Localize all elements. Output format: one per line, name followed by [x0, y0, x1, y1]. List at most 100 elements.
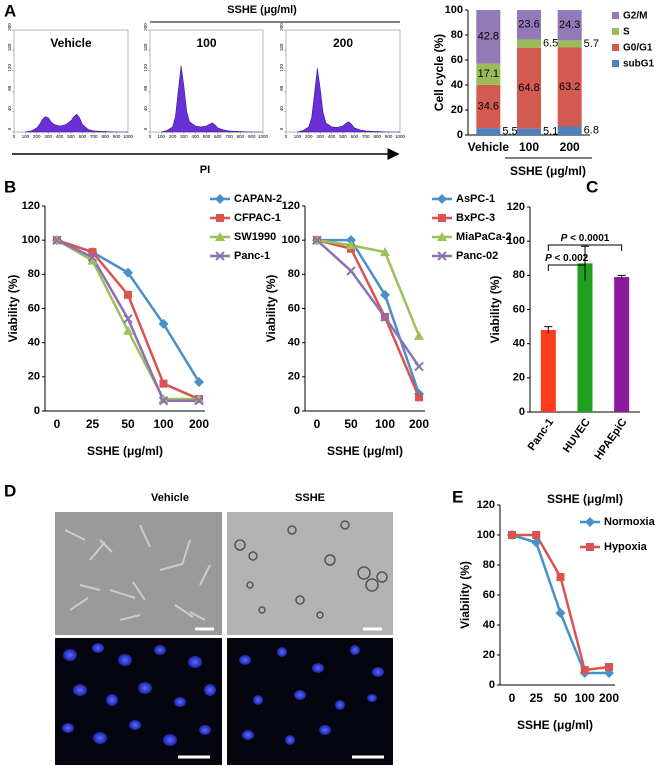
y-tick-label: 20	[513, 372, 525, 384]
marker	[346, 240, 356, 250]
annotation-p: P	[545, 253, 552, 264]
marker	[415, 393, 423, 402]
x-tick-label: 500	[67, 134, 75, 139]
chart-title: 200	[333, 36, 353, 50]
series-line	[56, 239, 199, 402]
y-tick-label: 0	[489, 679, 495, 691]
legend-label: SW1990	[234, 231, 276, 243]
bar-segment	[476, 128, 501, 135]
annotation-rest: < 0.0001	[567, 233, 609, 244]
annotation: P < 0.0001	[561, 233, 610, 244]
x-tick-label: 500	[339, 134, 347, 139]
nuclei	[239, 645, 384, 745]
x-tick-label: 300	[316, 134, 324, 139]
legend-label: Panc-02	[456, 250, 498, 262]
x-tick-label: 600	[214, 134, 222, 139]
y-tick-label: 40	[288, 337, 300, 349]
marker	[124, 290, 132, 299]
y-tick-label: 120	[22, 200, 40, 212]
bar	[614, 277, 630, 412]
x-tick-label: 800	[237, 134, 245, 139]
y-tick-label: 80	[451, 29, 463, 41]
marker	[346, 266, 356, 276]
marker	[194, 376, 204, 387]
legend-label: MiaPaCa-2	[456, 231, 512, 243]
bar-segment	[557, 10, 582, 41]
marker	[159, 379, 168, 388]
legend-label: BxPC-3	[456, 212, 495, 224]
error-bar	[544, 326, 553, 334]
series-line	[316, 238, 421, 398]
marker	[531, 537, 542, 548]
error-bar	[581, 245, 589, 281]
bar-segment	[557, 40, 582, 48]
y-tick-label: 80	[513, 269, 525, 281]
legend-label: G2/M	[623, 11, 647, 22]
marker	[414, 361, 424, 372]
legend-marker	[437, 194, 447, 204]
y-tick-label: 80	[143, 85, 148, 91]
bar-segment	[476, 63, 501, 85]
legend-marker	[215, 251, 225, 261]
x-axis-label: SSHE (μg/ml)	[517, 718, 593, 732]
series-line	[316, 239, 421, 368]
marker	[346, 235, 356, 246]
legend-swatch	[612, 44, 619, 51]
bar-segment	[517, 47, 541, 129]
x-tick-label: 200	[33, 134, 41, 139]
x-tick-label: 900	[385, 134, 393, 139]
y-tick-label: 100	[507, 235, 525, 247]
y-tick-label: 80	[7, 85, 12, 91]
panel-label: A	[4, 1, 16, 20]
y-tick-label: 40	[7, 106, 12, 112]
marker	[123, 314, 133, 324]
y-tick-label: 120	[507, 201, 525, 213]
x-tick-label: 300	[44, 134, 52, 139]
x-tick-label: 100	[158, 134, 166, 139]
histogram-area	[161, 65, 263, 133]
x-tick-label: Vehicle	[468, 140, 510, 154]
annotation-p: P	[561, 233, 568, 244]
legend-marker	[216, 214, 224, 222]
x-tick-label: 200	[599, 691, 619, 705]
y-tick-label: 120	[279, 64, 284, 72]
chart-title: Vehicle	[50, 36, 92, 50]
y-tick-label: 60	[28, 302, 40, 314]
data-label: 64.8	[518, 82, 539, 94]
bar	[577, 263, 593, 412]
y-tick-label: 40	[28, 337, 40, 349]
group-label: SSHE (μg/ml)	[227, 4, 297, 16]
y-tick-label: 0	[143, 127, 148, 130]
y-tick-label: 0	[519, 406, 525, 418]
y-tick-label: 100	[282, 234, 300, 246]
legend-label: Hypoxia	[604, 541, 648, 553]
y-tick-label: 80	[483, 559, 495, 571]
data-label: 6.8	[584, 125, 599, 137]
x-tick-label: 25	[530, 691, 544, 705]
y-tick-label: 100	[22, 234, 40, 246]
y-tick-label: 80	[28, 268, 40, 280]
x-tick-label: 50	[554, 691, 568, 705]
marker	[312, 235, 322, 245]
series-line	[511, 533, 609, 675]
y-axis-label: Cell cycle (%)	[432, 34, 446, 111]
x-tick-label: 200	[305, 134, 313, 139]
x-tick-label: 50	[121, 417, 135, 431]
x-tick-label: 700	[225, 134, 233, 139]
marker	[158, 318, 169, 329]
marker	[194, 394, 204, 404]
data-label: 34.6	[478, 100, 499, 112]
panel-label: B	[4, 177, 16, 196]
x-tick-label: 100	[575, 691, 595, 705]
x-tick-label: 200	[560, 140, 580, 154]
y-tick-label: 100	[445, 4, 463, 16]
marker	[555, 608, 566, 618]
x-tick-label: 400	[191, 134, 199, 139]
y-tick-label: 0	[279, 127, 284, 130]
x-tick-label: 25	[86, 417, 100, 431]
y-tick-label: 60	[288, 302, 300, 314]
y-tick-label: 20	[483, 649, 495, 661]
legend-swatch	[612, 12, 619, 19]
marker	[380, 247, 390, 257]
series-line	[317, 238, 421, 395]
